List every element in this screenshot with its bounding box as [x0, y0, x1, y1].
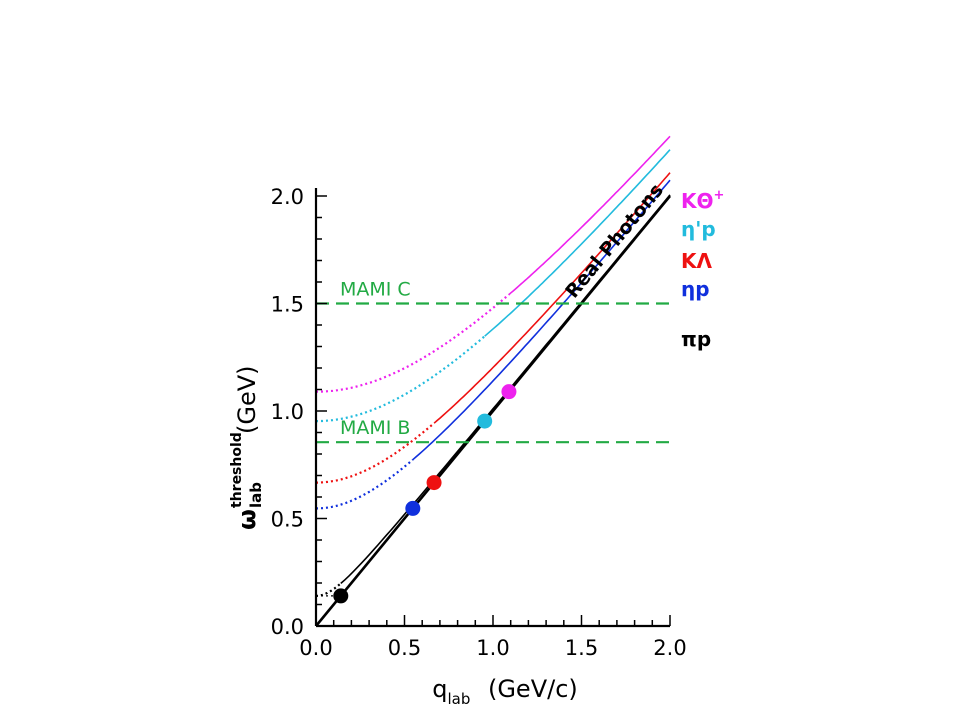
series-label-part: π — [681, 327, 697, 351]
threshold-point-p — [477, 413, 493, 429]
y-axis-title-main: ω — [233, 509, 261, 530]
x-axis-title-sub: lab — [447, 690, 470, 708]
x-tick-label: 0.0 — [299, 636, 332, 660]
series-label-p: η'p — [681, 217, 716, 241]
curve-k — [433, 172, 671, 424]
curve-p-dotted — [316, 458, 414, 510]
y-tick-label: 2.0 — [271, 185, 304, 209]
y-axis-title-units: (GeV) — [233, 365, 261, 434]
x-axis-title-units: (GeV/c) — [480, 675, 577, 703]
y-tick-label: 0.5 — [271, 508, 304, 532]
real-photons-line — [314, 195, 672, 627]
threshold-point-p — [333, 588, 349, 604]
x-axis-title-main: q — [432, 675, 447, 703]
y-tick-label: 1.5 — [271, 293, 304, 317]
x-axis-title: qlab (GeV/c) — [432, 675, 578, 708]
real-photons-label: Real Photons — [561, 180, 668, 303]
threshold-points-group — [333, 384, 517, 604]
x-tick-label: 1.5 — [565, 636, 598, 660]
series-label-part: p — [697, 327, 711, 351]
curve-p-dotted — [316, 335, 486, 423]
ref-label-mamic: MAMI C — [340, 279, 411, 301]
series-label-part: η — [681, 217, 695, 241]
y-tick-label: 0.0 — [271, 615, 304, 639]
series-label-p: πp — [681, 327, 711, 351]
ref-label-mamib: MAMI B — [340, 417, 410, 439]
threshold-point-p — [405, 500, 421, 516]
curve-k-dotted — [316, 293, 510, 393]
threshold-point-k — [426, 475, 442, 491]
series-label-part: p — [695, 277, 709, 301]
curve-p — [412, 179, 671, 461]
y-tick-label: 1.0 — [271, 400, 304, 424]
series-label-part: η — [681, 277, 695, 301]
series-label-part: 'p — [695, 217, 715, 241]
series-label-k: KΘ+ — [681, 188, 724, 213]
curves-group — [314, 135, 672, 627]
series-label-p: ηp — [681, 277, 710, 301]
threshold-point-k — [501, 384, 517, 400]
y-axis-title-sub: lab — [247, 482, 265, 508]
curve-p — [484, 149, 671, 337]
series-label-part: K — [681, 249, 698, 273]
y-axis-title-sup: threshold — [229, 432, 245, 508]
x-tick-label: 1.0 — [476, 636, 509, 660]
series-label-k: KΛ — [681, 249, 713, 273]
series-label-part: Λ — [697, 249, 713, 273]
x-tick-label: 0.5 — [388, 636, 421, 660]
curve-k — [508, 135, 671, 296]
x-tick-label: 2.0 — [653, 636, 686, 660]
series-label-part: Θ — [697, 189, 714, 213]
series-label-part: K — [681, 189, 698, 213]
series-label-part: + — [714, 188, 725, 203]
